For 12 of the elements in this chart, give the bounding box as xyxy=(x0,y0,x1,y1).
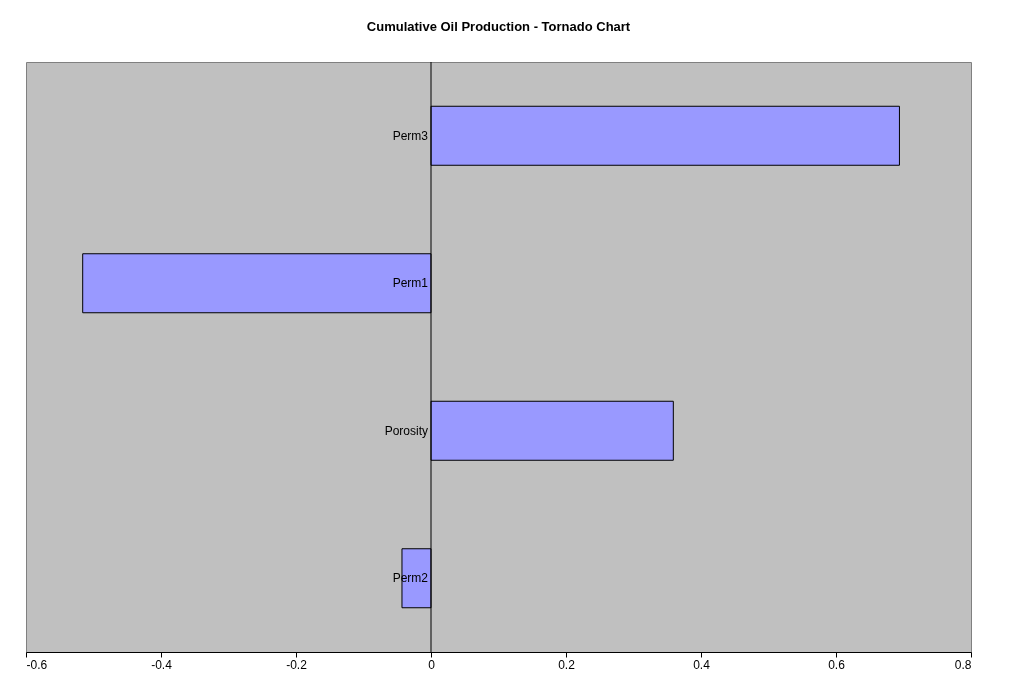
x-tick-label: 0.6 xyxy=(828,657,846,672)
x-tick-label: 0.8 xyxy=(954,657,972,672)
x-tick-label: 0.2 xyxy=(558,657,576,672)
x-tick-label: -0.2 xyxy=(286,657,308,672)
x-tick-label: -0.4 xyxy=(151,657,173,672)
x-tick-label: 0 xyxy=(428,657,436,672)
y-tick-label: Porosity xyxy=(384,423,428,438)
y-tick-label: Perm3 xyxy=(392,128,429,143)
y-tick-label: Perm1 xyxy=(392,276,429,291)
x-tick-label: 0.4 xyxy=(693,657,711,672)
x-tick-label: -0.6 xyxy=(26,657,48,672)
chart-title: Cumulative Oil Production - Tornado Chart xyxy=(366,18,631,34)
